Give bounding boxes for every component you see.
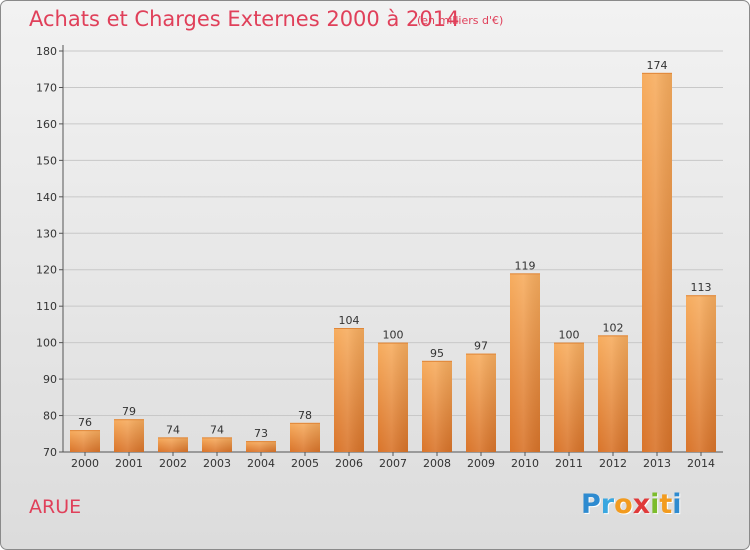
data-label: 73	[254, 427, 268, 440]
logo-letter: x	[632, 489, 651, 520]
y-tick-label: 150	[36, 154, 57, 167]
y-tick-label: 160	[36, 118, 57, 131]
x-tick-label: 2002	[159, 457, 187, 470]
bar-shading	[158, 437, 188, 452]
x-tick-label: 2007	[379, 457, 407, 470]
x-tick-label: 2005	[291, 457, 319, 470]
logo-letter: i	[650, 489, 660, 520]
bar-shading	[70, 430, 100, 452]
x-tick-label: 2000	[71, 457, 99, 470]
x-tick-label: 2004	[247, 457, 275, 470]
bar-shading	[114, 419, 144, 452]
chart-title: Achats et Charges Externes 2000 à 2014	[29, 7, 460, 31]
data-label: 102	[603, 321, 624, 334]
data-label: 95	[430, 347, 444, 360]
data-label: 100	[383, 329, 404, 342]
x-tick-label: 2003	[203, 457, 231, 470]
y-tick-label: 110	[36, 300, 57, 313]
x-tick-label: 2014	[687, 457, 715, 470]
x-tick-label: 2010	[511, 457, 539, 470]
data-label: 104	[339, 314, 360, 327]
y-tick-label: 120	[36, 264, 57, 277]
bar-shading	[642, 72, 672, 452]
x-tick-label: 2012	[599, 457, 627, 470]
logo-letter: r	[600, 489, 615, 520]
data-label: 76	[78, 416, 92, 429]
bar-shading	[466, 353, 496, 452]
data-label: 100	[559, 329, 580, 342]
y-tick-label: 80	[43, 410, 57, 423]
bar-shading	[554, 342, 584, 452]
x-tick-label: 2009	[467, 457, 495, 470]
data-label: 119	[515, 259, 536, 272]
bar-shading	[202, 437, 232, 452]
value-labels: 76 79 74 74 73 78 104 100 95 97 119 100 102 174 113	[78, 59, 712, 440]
x-tick-label: 2011	[555, 457, 583, 470]
x-tick-label: 2013	[643, 457, 671, 470]
y-tick-label: 90	[43, 373, 57, 386]
data-label: 78	[298, 409, 312, 422]
y-tick-labels: 70 80 90 100 110 120 130 140 150 160 170 180	[36, 45, 57, 459]
bars	[70, 72, 716, 452]
chart-unit: (en milliers d'€)	[417, 14, 504, 27]
bar-shading	[290, 422, 320, 452]
y-tick-label: 140	[36, 191, 57, 204]
y-tick-label: 100	[36, 337, 57, 350]
bar-shading	[422, 360, 452, 452]
logo-letter: t	[659, 489, 673, 520]
data-label: 113	[691, 281, 712, 294]
x-tick-labels: 2000 2001 2002 2003 2004 2005 2006 2007 2008 2009…	[71, 457, 715, 470]
logo-letter: P	[581, 489, 601, 520]
bar-shading	[510, 273, 540, 452]
data-label: 79	[122, 405, 136, 418]
proxiti-logo: Proxiti	[581, 489, 682, 520]
x-tick-label: 2001	[115, 457, 143, 470]
bar-shading	[598, 335, 628, 452]
bar-shading	[686, 295, 716, 452]
data-label: 174	[647, 59, 668, 72]
data-label: 97	[474, 340, 488, 353]
data-label: 74	[166, 423, 180, 436]
y-tick-label: 130	[36, 227, 57, 240]
data-label: 74	[210, 423, 224, 436]
commune-name: ARUE	[29, 496, 82, 518]
bar-shading	[378, 342, 408, 452]
y-tick-label: 180	[36, 45, 57, 58]
logo-letter: o	[614, 489, 633, 520]
x-tick-label: 2008	[423, 457, 451, 470]
bar-shading	[334, 328, 364, 452]
y-tick-label: 70	[43, 446, 57, 459]
bar-shading	[246, 441, 276, 452]
x-tick-label: 2006	[335, 457, 363, 470]
logo-letter: i	[672, 489, 682, 520]
y-tick-label: 170	[36, 81, 57, 94]
